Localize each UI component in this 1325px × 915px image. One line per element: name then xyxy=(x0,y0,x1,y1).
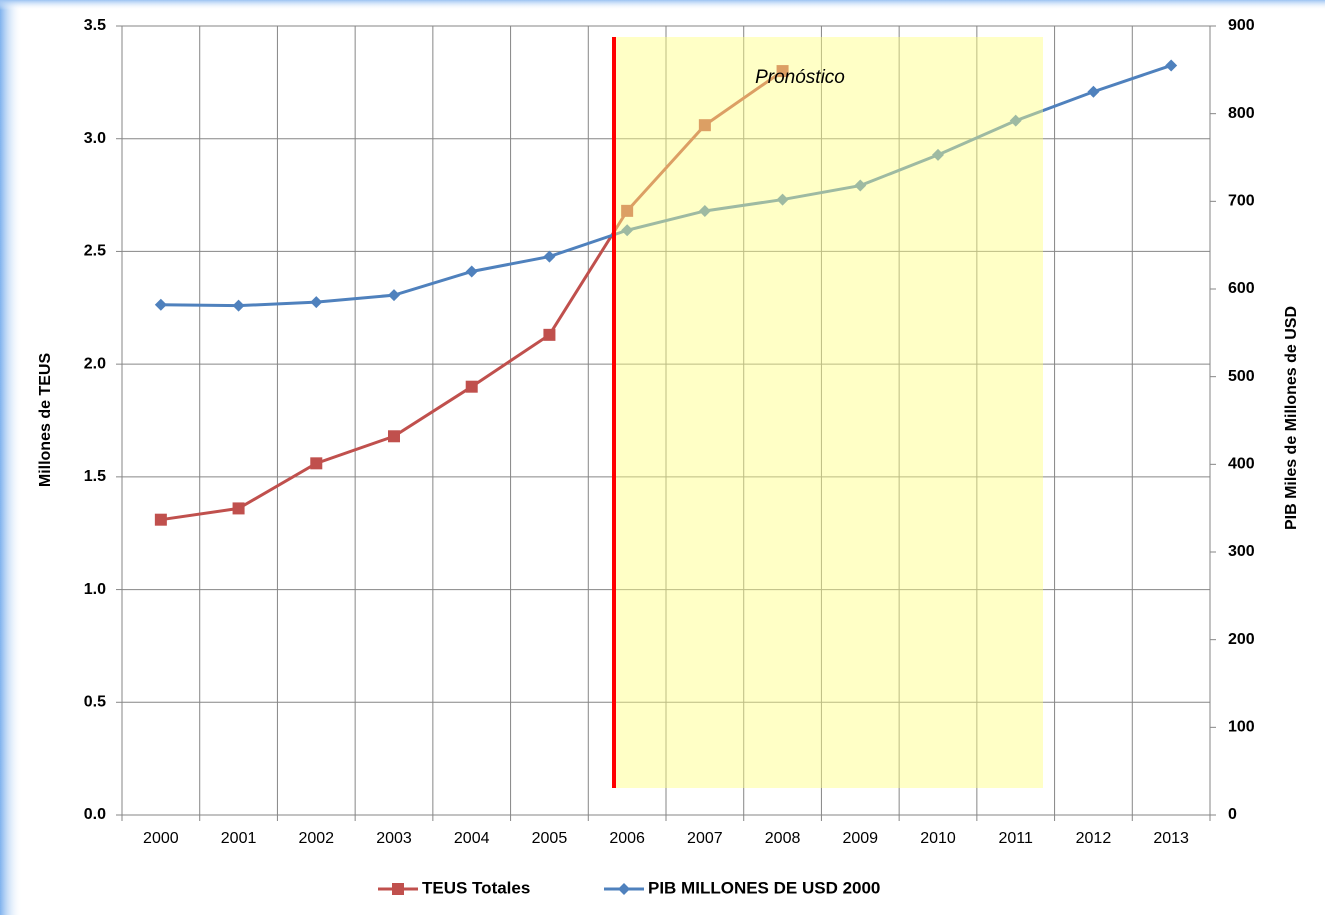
marker xyxy=(932,148,944,161)
y2-axis-label: PIB Miles de Millones de USD xyxy=(1283,306,1300,530)
y2-tick-label: 500 xyxy=(1228,368,1255,385)
x-tick-label: 2005 xyxy=(532,830,568,847)
marker xyxy=(232,299,245,312)
marker xyxy=(698,204,711,217)
marker xyxy=(621,204,634,217)
y-tick-label: 1.0 xyxy=(84,581,106,598)
y2-tick-label: 0 xyxy=(1228,806,1237,823)
marker xyxy=(1165,59,1178,72)
y-tick-label: 3.0 xyxy=(84,130,106,147)
marker xyxy=(1087,85,1100,98)
x-tick-label: 2010 xyxy=(920,830,956,847)
legend-label: TEUS Totales xyxy=(422,878,530,897)
legend: TEUS Totales PIB MILLONES DE USD 2000 xyxy=(378,878,880,897)
x-tick-label: 2004 xyxy=(454,830,490,847)
x-tick-label: 2008 xyxy=(765,830,801,847)
series-line xyxy=(160,64,1172,308)
marker xyxy=(388,430,400,443)
marker xyxy=(465,265,478,278)
y2-tick-label: 900 xyxy=(1228,17,1255,34)
marker xyxy=(776,65,789,78)
background-edge xyxy=(0,0,1325,10)
y-tick-label: 1.5 xyxy=(84,468,106,485)
x-tick-label: 2013 xyxy=(1153,830,1189,847)
marker xyxy=(776,193,789,206)
y-tick-label: 0.5 xyxy=(84,694,106,711)
marker xyxy=(618,883,630,895)
x-tick-label: 2011 xyxy=(999,830,1034,847)
marker xyxy=(154,513,167,526)
x-tick-label: 2003 xyxy=(376,830,412,847)
forecast-region xyxy=(613,37,1043,788)
background-edge xyxy=(0,0,22,915)
y2-tick-label: 700 xyxy=(1228,193,1255,210)
x-tick-label: 2007 xyxy=(687,830,723,847)
grid: 0.0 0.5 1.0 1.5 2.0 2.5 3.0 3.5 0 100 200 300 400 500… xyxy=(84,17,1255,847)
marker xyxy=(388,289,400,302)
y2-tick-label: 200 xyxy=(1228,631,1255,648)
x-tick-label: 2006 xyxy=(609,830,645,847)
marker xyxy=(465,380,478,393)
marker xyxy=(698,119,711,132)
series xyxy=(154,59,1178,526)
x-tick-label: 2012 xyxy=(1076,830,1112,847)
y2-tick-label: 100 xyxy=(1228,719,1255,736)
legend-label: PIB MILLONES DE USD 2000 xyxy=(648,878,880,897)
marker xyxy=(621,224,634,237)
y2-tick-label: 600 xyxy=(1228,280,1255,297)
marker xyxy=(232,502,245,515)
x-tick-label: 2001 xyxy=(221,830,257,847)
marker xyxy=(543,328,556,341)
marker xyxy=(310,296,323,309)
marker xyxy=(1009,114,1022,127)
marker xyxy=(854,179,867,192)
y-tick-label: 0.0 xyxy=(84,806,106,823)
y2-tick-label: 400 xyxy=(1228,456,1255,473)
y-tick-label: 2.0 xyxy=(84,355,106,372)
marker xyxy=(310,457,323,470)
y-tick-label: 3.5 xyxy=(84,17,106,34)
marker xyxy=(392,883,404,895)
marker xyxy=(154,298,167,311)
y2-tick-label: 800 xyxy=(1228,105,1255,122)
y-tick-label: 2.5 xyxy=(84,243,106,260)
marker xyxy=(543,250,556,263)
x-tick-label: 2009 xyxy=(842,830,878,847)
x-tick-label: 2002 xyxy=(298,830,334,847)
y-axis-label: Millones de TEUS xyxy=(37,353,54,488)
annotation: Pronóstico xyxy=(755,67,845,88)
x-tick-label: 2000 xyxy=(143,830,179,847)
y2-tick-label: 300 xyxy=(1228,543,1255,560)
